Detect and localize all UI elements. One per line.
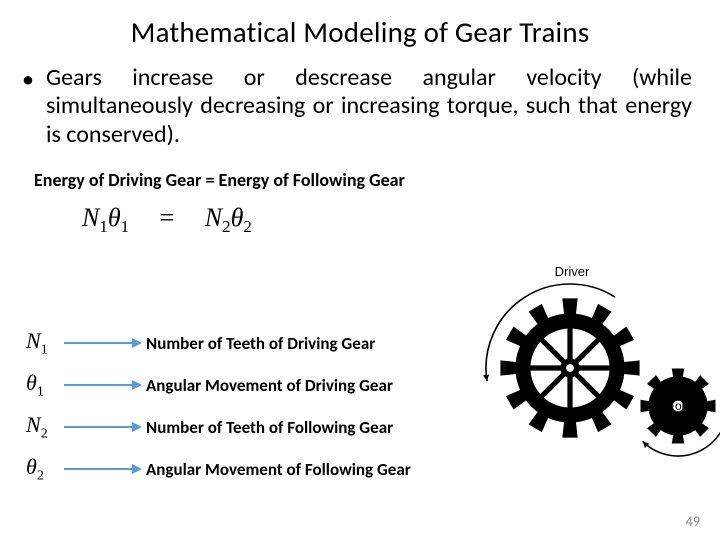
def-symbol: θ2 bbox=[26, 454, 64, 484]
eq-equals: = bbox=[136, 203, 199, 232]
eq-theta1-sub: 1 bbox=[121, 217, 130, 236]
definitions-list: N1 Number of Teeth of Driving Gear θ1 Angul… bbox=[26, 322, 411, 490]
def-symbol: θ1 bbox=[26, 370, 64, 400]
follower-label: Follower bbox=[668, 399, 713, 413]
eq-n2: N bbox=[205, 203, 222, 232]
def-text: Number of Teeth of Following Gear bbox=[146, 417, 393, 438]
arrow-icon bbox=[64, 421, 146, 433]
def-text: Angular Movement of Following Gear bbox=[146, 459, 411, 480]
definition-row: θ2 Angular Movement of Following Gear bbox=[26, 448, 411, 490]
page-number: 49 bbox=[686, 513, 700, 530]
def-text: Angular Movement of Driving Gear bbox=[146, 375, 393, 396]
def-symbol: N2 bbox=[26, 412, 64, 442]
arrow-icon bbox=[64, 463, 146, 475]
eq-theta2: θ bbox=[231, 203, 244, 232]
eq-n2-sub: 2 bbox=[222, 217, 231, 236]
slide-title: Mathematical Modeling of Gear Trains bbox=[0, 0, 720, 50]
def-text: Number of Teeth of Driving Gear bbox=[146, 333, 375, 354]
gear-diagram: Driver Follower bbox=[440, 258, 720, 478]
eq-theta2-sub: 2 bbox=[243, 217, 252, 236]
gear-svg: Driver Follower bbox=[440, 258, 720, 478]
eq-theta1: θ bbox=[108, 203, 121, 232]
definition-row: N2 Number of Teeth of Following Gear bbox=[26, 406, 411, 448]
eq-n1: N bbox=[82, 203, 99, 232]
definition-row: θ1 Angular Movement of Driving Gear bbox=[26, 364, 411, 406]
bullet-marker: • bbox=[22, 64, 46, 94]
arrow-icon bbox=[64, 337, 146, 349]
definition-row: N1 Number of Teeth of Driving Gear bbox=[26, 322, 411, 364]
energy-statement: Energy of Driving Gear = Energy of Follo… bbox=[0, 149, 720, 191]
driver-label: Driver bbox=[555, 264, 590, 279]
bullet-text: Gears increase or descrease angular velo… bbox=[46, 64, 692, 149]
bullet-item: • Gears increase or descrease angular ve… bbox=[0, 50, 720, 149]
def-symbol: N1 bbox=[26, 328, 64, 358]
main-equation: N1θ1 = N2θ2 bbox=[0, 191, 720, 237]
eq-n1-sub: 1 bbox=[99, 217, 108, 236]
arrow-icon bbox=[64, 379, 146, 391]
